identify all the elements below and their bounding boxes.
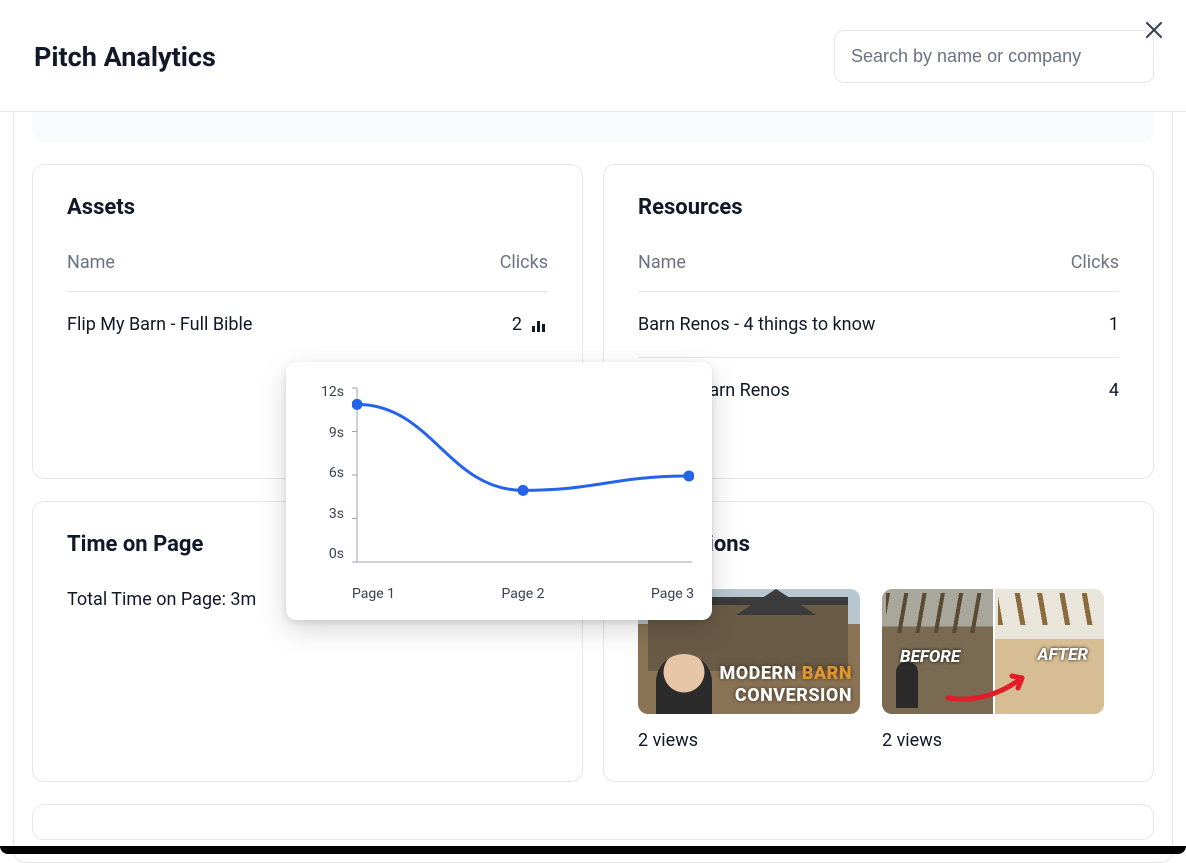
asset-name: Flip My Barn - Full Bible xyxy=(67,314,252,335)
search-input[interactable] xyxy=(834,30,1154,83)
resources-title: Resources xyxy=(638,195,1119,220)
assets-table-header: Name Clicks xyxy=(67,252,548,292)
table-row[interactable]: Barn Renos - 4 things to know 1 xyxy=(638,292,1119,358)
resources-table-header: Name Clicks xyxy=(638,252,1119,292)
close-icon[interactable] xyxy=(1142,18,1166,42)
next-card-peek xyxy=(32,804,1154,840)
video-views: 2 views xyxy=(882,730,1104,751)
header: Pitch Analytics xyxy=(0,0,1186,112)
time-per-page-chart-popover: 12s9s6s3s0s Page 1Page 2Page 3 xyxy=(286,362,712,620)
resource-clicks: 1 xyxy=(1109,314,1119,335)
assets-title: Assets xyxy=(67,195,548,220)
resources-col-name: Name xyxy=(638,252,686,273)
bar-chart-icon[interactable] xyxy=(532,318,548,332)
resource-name: Barn Renos - 4 things to know xyxy=(638,314,875,335)
resource-clicks: 4 xyxy=(1109,380,1119,401)
chart-y-axis-labels: 12s9s6s3s0s xyxy=(304,384,350,562)
chart-x-axis-labels: Page 1Page 2Page 3 xyxy=(352,586,694,602)
table-row[interactable]: Flip My Barn - Full Bible 2 xyxy=(67,292,548,357)
assets-col-clicks: Clicks xyxy=(500,252,548,273)
search-container xyxy=(834,30,1154,83)
summary-card-bottom xyxy=(32,112,1154,142)
asset-clicks: 2 xyxy=(512,314,522,335)
video-views: 2 views xyxy=(638,730,860,751)
window-bottom-edge xyxy=(0,846,1186,854)
line-chart xyxy=(352,384,694,576)
resources-col-clicks: Clicks xyxy=(1071,252,1119,273)
assets-col-name: Name xyxy=(67,252,115,273)
page-title: Pitch Analytics xyxy=(34,41,216,73)
video-item[interactable]: BEFORE AFTER 2 views xyxy=(882,589,1104,751)
video-thumbnail: BEFORE AFTER xyxy=(882,589,1104,714)
